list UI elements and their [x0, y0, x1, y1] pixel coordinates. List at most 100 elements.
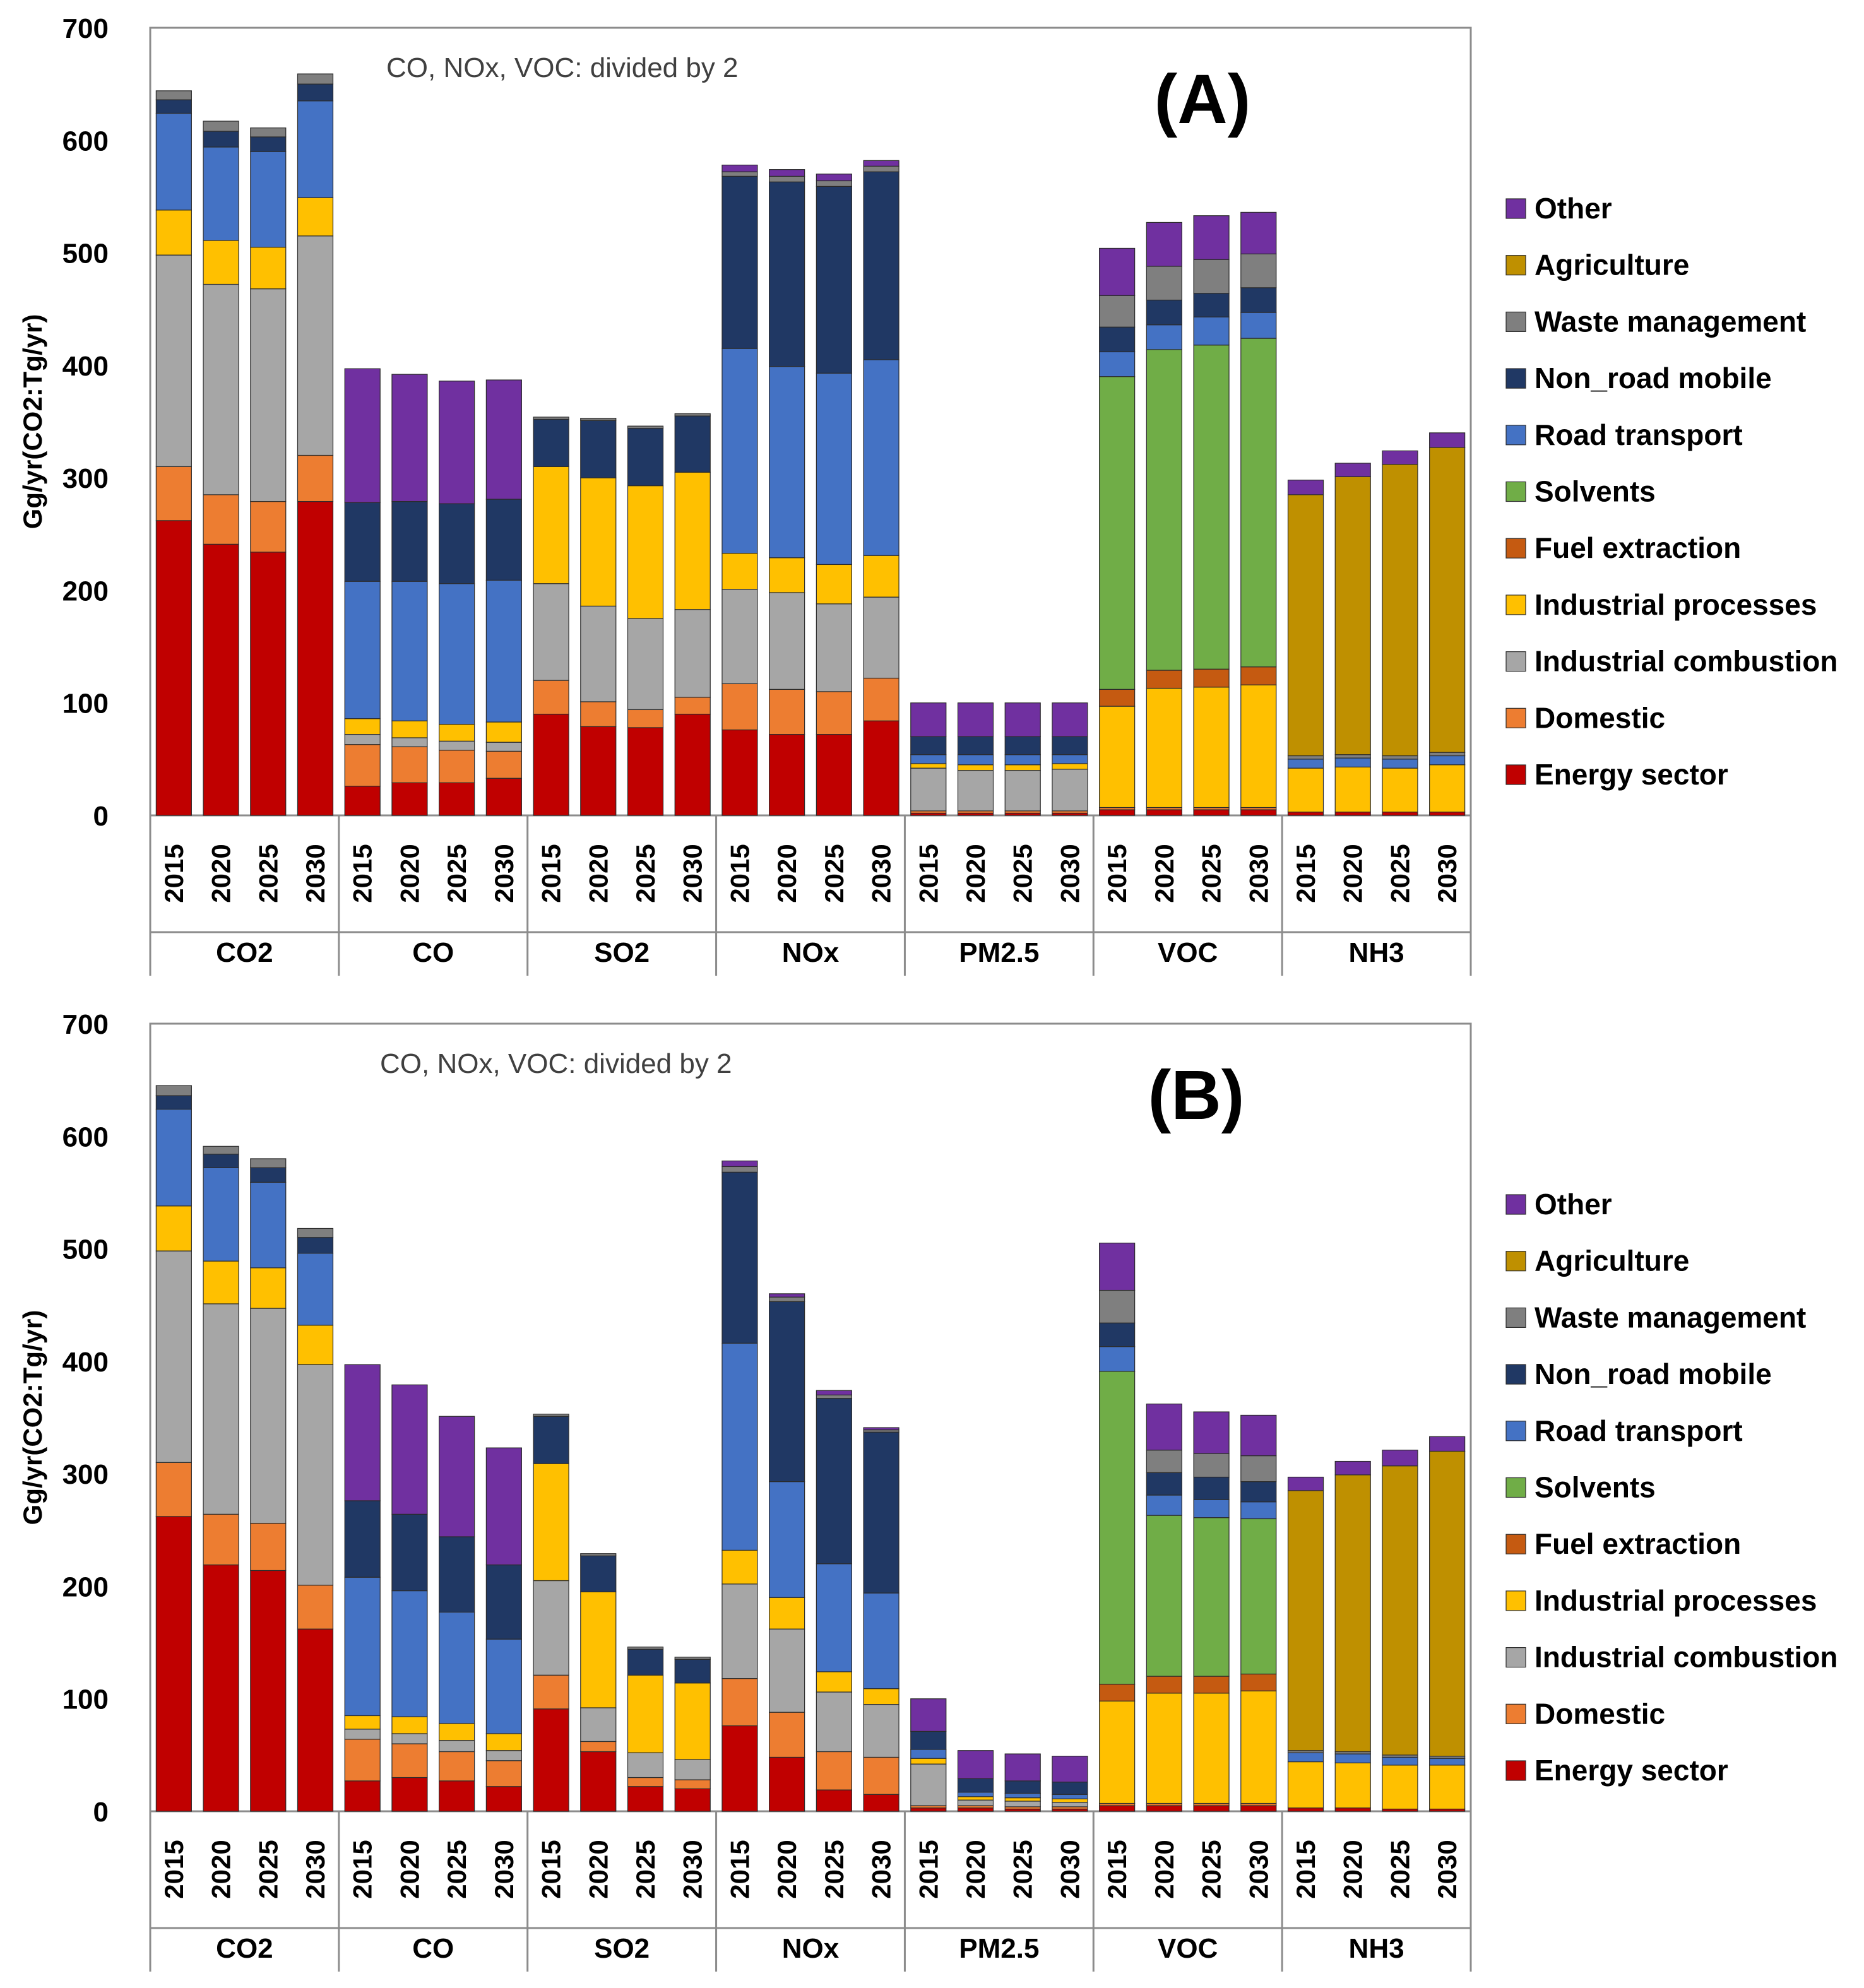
bar-segment: [769, 1756, 805, 1812]
bar-segment: [627, 727, 664, 816]
bar-segment: [769, 1597, 805, 1630]
panel-a-bars: [155, 73, 1466, 816]
bar-segment: [1099, 1243, 1136, 1291]
bar-segment: [1004, 1801, 1041, 1808]
legend-label: Waste management: [1535, 305, 1806, 338]
bar-segment: [485, 1564, 522, 1640]
bar-segment: [627, 1674, 664, 1753]
bar-segment: [1004, 764, 1041, 771]
bar-segment: [297, 73, 334, 85]
panel-b-title: (B): [1148, 1056, 1245, 1134]
bar-segment: [863, 1427, 899, 1431]
bar-segment: [297, 1585, 334, 1630]
legend-swatch: [1505, 1251, 1526, 1272]
bar-segment: [1240, 1805, 1277, 1812]
bar-segment: [910, 1731, 947, 1750]
bar-segment: [391, 782, 428, 816]
bar-segment: [816, 174, 852, 182]
bar-segment: [627, 709, 664, 728]
bar-segment: [250, 1158, 287, 1168]
bar-segment: [816, 1394, 852, 1399]
panel-a-ylabel: Gg/yr(CO2:Tg/yr): [18, 314, 47, 530]
bar-segment: [1052, 1756, 1088, 1783]
y-tick-label: 100: [62, 1684, 109, 1715]
bar-segment: [1099, 1683, 1136, 1701]
bar-segment: [816, 1751, 852, 1790]
x-tick-label: 2015: [725, 1840, 754, 1898]
x-tick-label: 2030: [1244, 1840, 1273, 1898]
x-tick-label: 2025: [1008, 1840, 1038, 1898]
bar-segment: [1193, 1411, 1230, 1454]
bar-segment: [1240, 1455, 1277, 1482]
bar-segment: [203, 240, 239, 285]
bar-segment: [816, 691, 852, 735]
bar-segment: [1240, 1501, 1277, 1520]
bar-segment: [1193, 215, 1230, 260]
bar-segment: [627, 1752, 664, 1778]
bar-segment: [769, 175, 805, 182]
legend-label: Road transport: [1535, 418, 1743, 451]
bar-segment: [344, 581, 381, 719]
bar-segment: [1240, 1414, 1277, 1457]
bar-segment: [1240, 1690, 1277, 1804]
legend-label: Non_road mobile: [1535, 1358, 1772, 1390]
bar-segment: [957, 1799, 994, 1806]
bar-segment: [297, 197, 334, 237]
bar-segment: [1004, 1797, 1041, 1802]
panel-a-note: CO, NOx, VOC: divided by 2: [386, 52, 739, 83]
bar-segment: [155, 1462, 192, 1517]
bar-segment: [910, 1749, 947, 1759]
bar-segment: [1004, 736, 1041, 755]
legend-swatch: [1505, 1477, 1526, 1498]
bar-segment: [1240, 666, 1277, 685]
bar-segment: [721, 1166, 758, 1173]
x-tick-label: 2020: [583, 1840, 613, 1898]
x-tick-label: 2025: [631, 1840, 660, 1898]
bar-segment: [485, 1760, 522, 1787]
bar-segment: [344, 1739, 381, 1782]
bar-segment: [203, 1303, 239, 1515]
bar-segment: [297, 1364, 334, 1586]
legend-swatch: [1505, 1590, 1526, 1611]
bar-segment: [203, 1154, 239, 1168]
bar-segment: [1193, 1499, 1230, 1518]
bar-segment: [1146, 1515, 1182, 1677]
panel-b-plot-frame: [149, 1022, 1472, 1813]
bar-segment: [297, 83, 334, 102]
panel-b-note: CO, NOx, VOC: divided by 2: [380, 1048, 732, 1079]
bar-segment: [816, 1390, 852, 1395]
y-tick-label: 300: [62, 463, 109, 494]
legend-label: Solvents: [1535, 475, 1656, 508]
x-tick-label: 2030: [300, 844, 330, 902]
bar-segment: [485, 379, 522, 500]
bar-segment: [344, 1364, 381, 1501]
x-tick-label: 2020: [206, 1840, 236, 1898]
bar-segment: [1429, 812, 1466, 816]
legend-label: Agriculture: [1535, 249, 1689, 281]
x-tick-label: 2030: [489, 1840, 519, 1898]
bar-segment: [816, 564, 852, 605]
bar-segment: [1382, 1756, 1418, 1766]
bar-segment: [533, 680, 569, 715]
bar-segment: [1429, 755, 1466, 766]
bar-segment: [1146, 1404, 1182, 1451]
x-tick-label: 2020: [395, 1840, 424, 1898]
bar-segment: [155, 99, 192, 114]
bar-segment: [1099, 295, 1136, 328]
x-tick-label: 2030: [867, 844, 896, 902]
x-tick-label: 2020: [583, 844, 613, 902]
bar-segment: [1099, 376, 1136, 690]
legend-label: Agriculture: [1535, 1245, 1689, 1277]
bar-segment: [863, 165, 899, 172]
bar-segment: [910, 763, 947, 769]
bar-segment: [533, 1580, 569, 1676]
bar-segment: [627, 1786, 664, 1812]
bar-segment: [1099, 1289, 1136, 1323]
x-tick-label: 2025: [253, 844, 283, 902]
bar-segment: [391, 374, 428, 502]
bar-segment: [1429, 432, 1466, 448]
bar-segment: [155, 210, 192, 256]
x-tick-label: 2030: [1432, 1840, 1462, 1898]
legend-swatch: [1505, 1421, 1526, 1441]
